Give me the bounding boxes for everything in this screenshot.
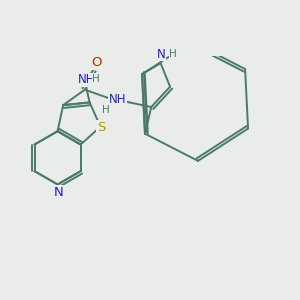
Text: N: N xyxy=(53,186,63,199)
Text: H: H xyxy=(169,50,177,59)
Text: H: H xyxy=(102,106,110,116)
Text: H: H xyxy=(92,74,100,84)
Text: O: O xyxy=(91,56,101,69)
Text: NH: NH xyxy=(78,73,95,86)
Text: NH: NH xyxy=(109,93,127,106)
Text: S: S xyxy=(97,121,106,134)
Text: N: N xyxy=(157,48,166,61)
